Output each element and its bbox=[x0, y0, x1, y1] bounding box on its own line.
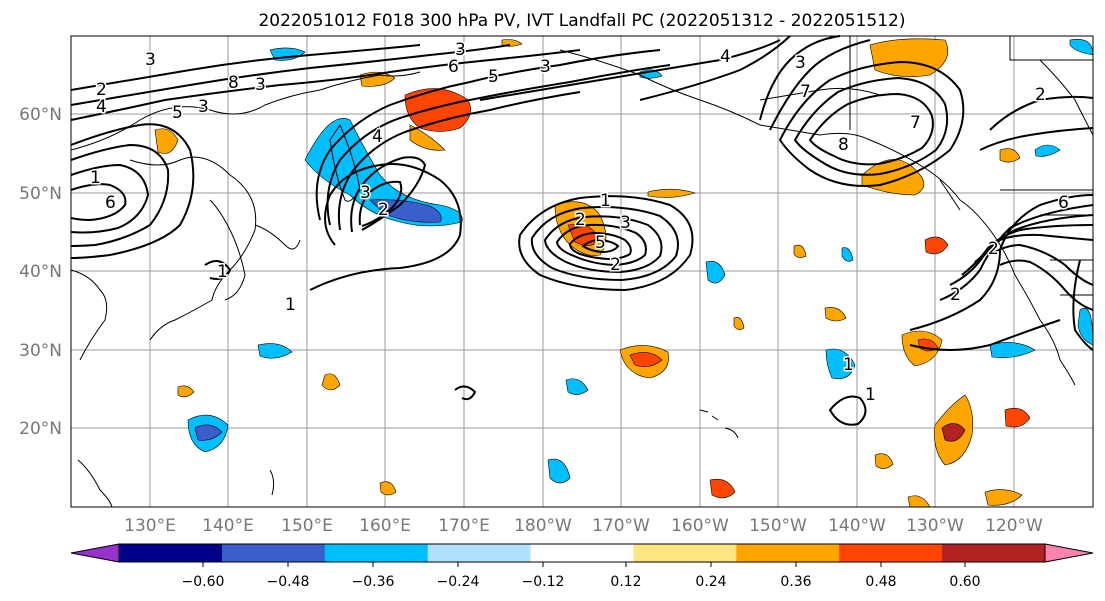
lon-tick-label: 160°W bbox=[671, 516, 729, 536]
colorbar-tick-label: 0.48 bbox=[865, 574, 896, 590]
contour-label: 2 bbox=[1035, 85, 1046, 105]
map-panel: 3 2 4 8 3 1 6 5 3 4 3 2 3 6 1 3 5 4 3 7 … bbox=[70, 35, 1094, 508]
latitude-axis: 60°N 50°N 40°N 30°N 20°N bbox=[19, 105, 62, 439]
contour-label: 2 bbox=[575, 210, 586, 230]
contour-label: 7 bbox=[910, 113, 921, 133]
colorbar-extend-high bbox=[1044, 543, 1094, 563]
colorbar-tick-label: −0.60 bbox=[182, 574, 225, 590]
lon-tick-label: 120°W bbox=[985, 516, 1043, 536]
lat-tick-label: 30°N bbox=[19, 341, 62, 361]
figure-title: 2022051012 F018 300 hPa PV, IVT Landfall… bbox=[258, 11, 905, 31]
contour-label: 2 bbox=[988, 239, 999, 259]
contour-label: 8 bbox=[228, 73, 239, 93]
contour-label: 5 bbox=[595, 233, 606, 253]
contour-label: 4 bbox=[720, 47, 731, 67]
contour-label: 1 bbox=[90, 168, 101, 188]
contour-label: 4 bbox=[372, 127, 383, 147]
lat-tick-label: 50°N bbox=[19, 184, 62, 204]
pv-contours bbox=[70, 35, 1094, 426]
map-frame bbox=[70, 35, 1094, 508]
contour-label: 2 bbox=[96, 80, 107, 100]
colorbar-segment bbox=[324, 544, 429, 562]
lon-tick-label: 180°W bbox=[514, 516, 572, 536]
contour-label: 7 bbox=[800, 82, 811, 102]
contour-label: 5 bbox=[488, 67, 499, 87]
colorbar-ticks bbox=[202, 562, 966, 567]
lon-tick-label: 150°E bbox=[281, 516, 333, 536]
lon-tick-label: 130°E bbox=[124, 516, 176, 536]
contour-label: 2 bbox=[378, 200, 389, 220]
contour-label: 3 bbox=[620, 213, 631, 233]
longitude-axis: 130°E 140°E 150°E 160°E 170°E 180°W 170°… bbox=[124, 516, 1043, 536]
colorbar: −0.60 −0.48 −0.36 −0.24 −0.12 0.12 0.24 … bbox=[70, 543, 1094, 590]
colorbar-tick-label: 0.60 bbox=[949, 574, 980, 590]
contour-label: 3 bbox=[198, 97, 209, 117]
colorbar-tick-label: 0.24 bbox=[695, 574, 726, 590]
lon-tick-label: 170°W bbox=[592, 516, 650, 536]
colorbar-tick-label: 0.12 bbox=[610, 574, 641, 590]
contour-label: 5 bbox=[172, 103, 183, 123]
colorbar-segment bbox=[736, 544, 840, 562]
colorbar-segment bbox=[221, 544, 326, 562]
lon-tick-label: 140°E bbox=[202, 516, 254, 536]
contour-label: 3 bbox=[255, 75, 266, 95]
colorbar-segment bbox=[119, 544, 223, 562]
contour-label: 4 bbox=[96, 97, 107, 117]
contour-label: 3 bbox=[360, 183, 371, 203]
contour-label: 3 bbox=[455, 40, 466, 60]
colorbar-tick-label: −0.48 bbox=[267, 574, 310, 590]
contour-label: 1 bbox=[285, 295, 296, 315]
lat-tick-label: 60°N bbox=[19, 105, 62, 125]
lon-tick-label: 170°E bbox=[438, 516, 490, 536]
colorbar-segment bbox=[942, 544, 1046, 562]
lon-tick-label: 140°W bbox=[828, 516, 886, 536]
contour-label: 1 bbox=[217, 262, 228, 282]
contour-label: 1 bbox=[843, 355, 854, 375]
colorbar-segment bbox=[839, 544, 943, 562]
contour-label: 1 bbox=[865, 385, 876, 405]
contour-labels: 3 2 4 8 3 1 6 5 3 4 3 2 3 6 1 3 5 4 3 7 … bbox=[89, 39, 1071, 407]
colorbar-extend-low bbox=[70, 543, 120, 563]
lat-tick-label: 20°N bbox=[19, 419, 62, 439]
contour-label: 3 bbox=[795, 53, 806, 73]
contour-label: 6 bbox=[1058, 193, 1069, 213]
colorbar-tick-label: 0.36 bbox=[780, 574, 811, 590]
contour-label: 3 bbox=[540, 57, 551, 77]
lon-tick-label: 160°E bbox=[359, 516, 411, 536]
lon-tick-label: 150°W bbox=[749, 516, 807, 536]
contour-label: 6 bbox=[448, 57, 459, 77]
contour-label: 1 bbox=[600, 191, 611, 211]
contour-label: 6 bbox=[105, 193, 116, 213]
lat-tick-label: 40°N bbox=[19, 262, 62, 282]
lon-tick-label: 130°W bbox=[906, 516, 964, 536]
colorbar-tick-label: −0.24 bbox=[437, 574, 480, 590]
colorbar-tick-label: −0.12 bbox=[522, 574, 565, 590]
colorbar-outline bbox=[118, 543, 1046, 563]
colorbar-segments bbox=[70, 543, 1094, 563]
colorbar-segment bbox=[427, 544, 532, 562]
contour-label: 2 bbox=[950, 285, 961, 305]
contour-label: 2 bbox=[610, 255, 621, 275]
contour-label: 8 bbox=[838, 135, 849, 155]
colorbar-segment bbox=[530, 544, 634, 562]
colorbar-tick-label: −0.36 bbox=[352, 574, 395, 590]
contour-label: 3 bbox=[145, 50, 156, 70]
colorbar-segment bbox=[633, 544, 737, 562]
